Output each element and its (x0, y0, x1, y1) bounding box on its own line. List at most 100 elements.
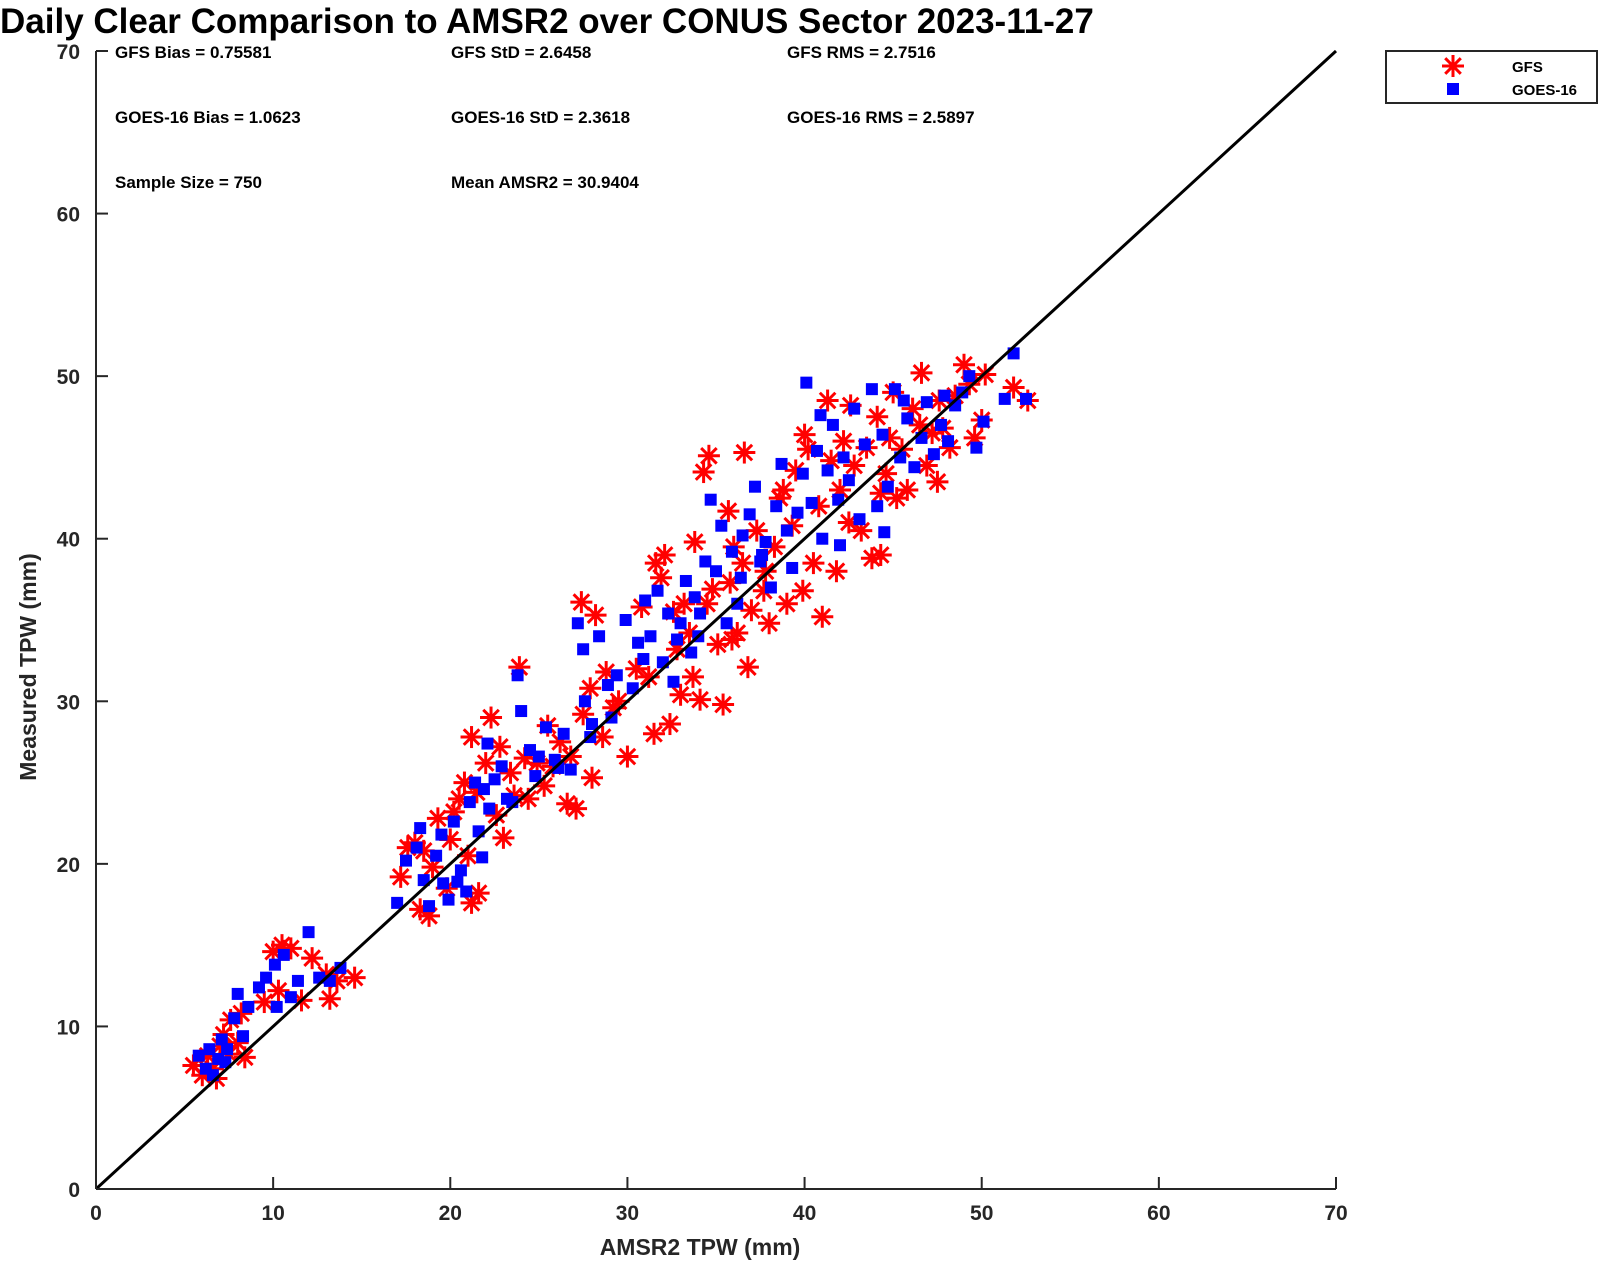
gfs-point (736, 656, 759, 679)
goes16-point (430, 849, 443, 862)
goes16-point (626, 682, 639, 695)
goes16-point (302, 926, 315, 939)
goes16-point (858, 438, 871, 451)
goes16-point (476, 851, 489, 864)
goes16-point (731, 597, 744, 610)
goes16-point (720, 617, 733, 630)
y-tick-label: 60 (57, 204, 80, 227)
one-to-one-line (94, 49, 1338, 1191)
x-tick-label: 20 (439, 1202, 462, 1225)
goes16-point (564, 763, 577, 776)
goes16-point (515, 705, 528, 718)
goes16-point (284, 991, 297, 1004)
goes16-point (901, 412, 914, 425)
legend-gfs-marker (1442, 55, 1464, 77)
goes16-point (578, 695, 591, 708)
gfs-point (343, 966, 366, 989)
stat-text: GOES-16 StD = 2.3618 (451, 108, 630, 127)
goes16-point (651, 584, 664, 597)
gfs-point (926, 470, 949, 493)
y-axis-label: Measured TPW (mm) (15, 553, 41, 780)
legend-box (1385, 50, 1598, 104)
goes16-point (688, 591, 701, 604)
gfs-point (896, 478, 919, 501)
goes16-point (632, 636, 645, 649)
goes16-point (710, 565, 722, 578)
goes16-point (242, 1000, 255, 1013)
goes16-point (529, 770, 542, 783)
goes16-point (699, 555, 712, 568)
gfs-point (637, 665, 660, 688)
goes16-point (674, 617, 687, 630)
goes16-point (800, 376, 813, 389)
chart-title: Daily Clear Comparison to AMSR2 over CON… (0, 2, 1094, 41)
goes16-point (203, 1043, 216, 1056)
y-tick-label: 20 (57, 854, 80, 877)
goes16-point (291, 974, 304, 987)
goes16-point (237, 1030, 250, 1043)
goes16-point (252, 981, 265, 994)
goes16-point (451, 875, 464, 888)
goes16-point (662, 607, 675, 620)
goes16-point (821, 464, 834, 477)
goes16-point (780, 524, 793, 537)
goes16-point (637, 653, 650, 666)
goes16-point (685, 646, 698, 659)
y-tick-label: 30 (57, 691, 80, 714)
x-tick-label: 0 (90, 1202, 102, 1225)
x-tick-label: 60 (1147, 1202, 1170, 1225)
goes16-point (725, 545, 738, 558)
gfs-point (581, 766, 603, 789)
goes16-point (871, 500, 884, 513)
gfs-point (644, 552, 667, 575)
goes16-point (834, 539, 846, 552)
stat-text: GOES-16 RMS = 2.5897 (787, 108, 975, 127)
goes16-point (552, 761, 565, 774)
gfs-point (745, 519, 768, 542)
legend-label: GFS (1512, 59, 1543, 76)
y-tick-label: 50 (57, 366, 80, 389)
stat-text: GOES-16 Bias = 1.0623 (115, 108, 301, 127)
goes16-point (268, 958, 281, 971)
goes16-point (810, 444, 823, 457)
goes16-point (667, 675, 680, 688)
x-axis-label: AMSR2 TPW (mm) (600, 1234, 801, 1260)
gfs-point (480, 706, 503, 729)
goes16-point (865, 383, 878, 396)
stat-text: GFS StD = 2.6458 (451, 43, 591, 62)
goes16-point (619, 614, 632, 626)
gfs-point (772, 478, 795, 501)
goes16-point (796, 467, 809, 480)
x-tick-label: 50 (970, 1202, 993, 1225)
goes16-point (816, 532, 829, 545)
gfs-point (866, 405, 889, 428)
gfs-point (731, 552, 754, 575)
gfs-point (488, 735, 511, 758)
goes16-point (756, 548, 769, 561)
goes16-point (577, 643, 590, 656)
y-tick-label: 70 (57, 41, 80, 64)
goes16-point (842, 474, 855, 487)
goes16-point (586, 718, 598, 731)
gfs-point (318, 987, 341, 1010)
goes16-point (853, 513, 866, 526)
gfs-point (584, 604, 607, 627)
legend-entries: GFS GOES-16 (1442, 55, 1577, 99)
goes16-point (270, 1000, 283, 1013)
goes16-point (454, 864, 467, 877)
goes16-point (770, 500, 783, 513)
goes16-point (791, 506, 804, 519)
goes16-point (593, 630, 606, 643)
y-tick-label: 40 (57, 529, 80, 552)
stat-text: GFS RMS = 2.7516 (787, 43, 936, 62)
gfs-point (733, 441, 756, 464)
goes16-point (848, 402, 861, 415)
goes16-point (908, 461, 921, 474)
goes16-point (970, 441, 983, 454)
goes16-point (610, 669, 623, 682)
goes16-point (775, 457, 788, 470)
stat-text: Sample Size = 750 (115, 173, 262, 192)
goes16-point (715, 519, 728, 532)
gfs-point (556, 792, 579, 815)
goes16-point (192, 1049, 205, 1062)
